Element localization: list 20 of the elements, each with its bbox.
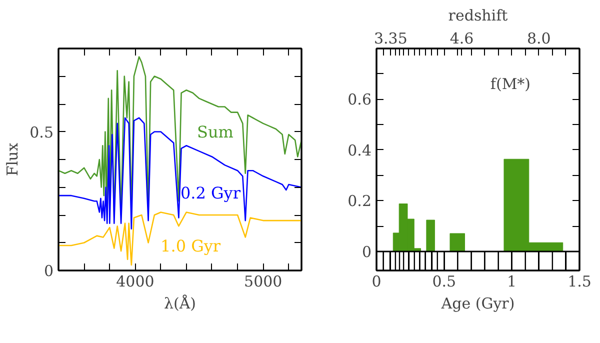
y-tick-label: 0.6 bbox=[348, 90, 372, 109]
y-tick-label: 0.2 bbox=[348, 192, 372, 210]
x-tick-label: 5000 bbox=[244, 272, 282, 290]
x-tick-label: 1 bbox=[507, 272, 517, 290]
y-tick-label: 0 bbox=[362, 242, 372, 261]
series-label: Sum bbox=[197, 122, 234, 142]
x-tick-label: 0.5 bbox=[432, 272, 456, 290]
text: 8.0 bbox=[526, 30, 551, 48]
y-axis-title: Flux bbox=[4, 142, 22, 176]
x-axis-title: λ(Å) bbox=[164, 294, 196, 312]
series-label: 0.2 Gyr bbox=[180, 183, 241, 202]
text: 3.35 bbox=[374, 30, 408, 48]
text: 4.6 bbox=[450, 30, 474, 48]
annotation: f(M*) bbox=[490, 75, 531, 94]
x-tick-label: 1.5 bbox=[568, 272, 592, 290]
x-axis-title: Age (Gyr) bbox=[440, 294, 515, 312]
y-tick-label: 0.4 bbox=[348, 141, 372, 160]
x-tick-label: 4000 bbox=[116, 272, 154, 290]
series-label: 1.0 Gyr bbox=[160, 236, 221, 256]
x2-axis-title: redshift bbox=[448, 6, 508, 24]
